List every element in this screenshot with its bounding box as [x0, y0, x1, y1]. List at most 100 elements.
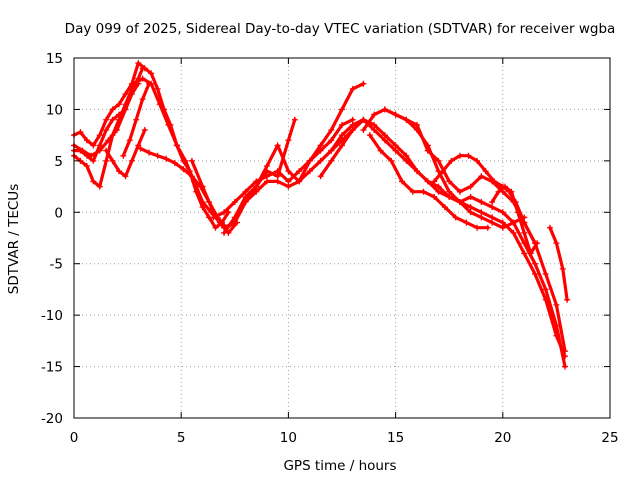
data-point [122, 173, 129, 180]
data-point [128, 91, 135, 97]
data-point [306, 157, 313, 164]
data-point [446, 188, 453, 195]
data-point [139, 65, 146, 72]
x-tick-label: 15 [387, 430, 404, 446]
data-point [441, 204, 448, 211]
data-point [456, 199, 463, 205]
data-point [392, 142, 399, 149]
data-point [263, 178, 270, 185]
data-point [274, 142, 281, 149]
data-point [381, 137, 388, 144]
data-point [317, 157, 324, 164]
data-point [456, 188, 463, 195]
data-point [296, 168, 303, 175]
data-point [414, 168, 421, 175]
data-point [508, 188, 515, 195]
data-point [317, 142, 324, 149]
data-point [510, 219, 517, 226]
data-point [474, 157, 481, 164]
data-point [253, 188, 260, 195]
data-point [274, 173, 281, 180]
data-point [212, 224, 219, 231]
data-point [456, 152, 463, 159]
data-point [501, 183, 508, 190]
data-point [199, 183, 206, 190]
data-point [435, 157, 442, 164]
data-point [478, 199, 485, 205]
x-tick-label: 25 [601, 430, 618, 446]
plot-frame [73, 57, 611, 419]
y-axis-label: SDTVAR / TECUs [6, 184, 22, 294]
data-point [96, 132, 103, 139]
data-point [306, 168, 313, 175]
y-tick-label: 15 [46, 51, 63, 67]
y-tick-label: -15 [41, 360, 63, 376]
series-arc-18 [490, 185, 539, 255]
data-point [210, 214, 217, 221]
data-point [414, 121, 421, 128]
data-point [109, 106, 116, 113]
data-point [182, 157, 189, 164]
series-arc-2 [72, 76, 239, 235]
data-point [165, 121, 172, 128]
data-point [439, 168, 446, 175]
x-tick-label: 10 [280, 430, 297, 446]
data-point [366, 132, 373, 139]
data-point [103, 127, 110, 133]
data-point [521, 250, 528, 257]
data-point [349, 116, 356, 123]
data-point [339, 121, 345, 128]
data-point [499, 219, 506, 226]
data-point [349, 85, 356, 92]
data-point [285, 183, 292, 190]
data-point [467, 209, 474, 216]
series-arc-3 [72, 66, 145, 189]
data-point [482, 168, 489, 175]
data-point [116, 116, 123, 123]
data-point [148, 70, 155, 77]
data-point [489, 199, 496, 205]
data-point [109, 157, 116, 164]
data-point [349, 127, 356, 133]
data-point [431, 193, 438, 200]
data-point [128, 157, 135, 164]
data-point [553, 301, 560, 308]
data-point [135, 60, 142, 67]
series-arc-15 [368, 133, 490, 230]
data-point [77, 129, 84, 136]
data-point [360, 116, 367, 123]
data-point [263, 163, 270, 169]
data-point [171, 159, 178, 166]
data-point [154, 85, 161, 92]
data-point [349, 121, 356, 128]
data-point [139, 96, 146, 103]
data-point [90, 157, 97, 164]
y-tick-label: 10 [46, 102, 63, 118]
data-point [491, 178, 498, 185]
data-point [489, 214, 496, 221]
data-point [221, 229, 228, 236]
data-point [328, 137, 335, 144]
data-point [90, 142, 97, 149]
data-point [231, 214, 238, 221]
data-point [465, 152, 472, 159]
data-point [403, 152, 410, 159]
y-tick-label: 5 [54, 154, 63, 170]
data-point [221, 209, 228, 216]
data-point [510, 229, 517, 236]
data-point [120, 152, 127, 159]
data-point [135, 80, 142, 87]
data-point [435, 183, 442, 190]
data-point [377, 147, 384, 154]
data-point [180, 166, 187, 173]
data-point [463, 219, 470, 226]
x-tick-label: 20 [494, 430, 511, 446]
data-series [71, 60, 571, 370]
data-point [135, 142, 142, 149]
data-point [388, 157, 395, 164]
data-point [559, 265, 566, 272]
data-point [116, 111, 123, 118]
data-point [381, 132, 388, 139]
data-point [339, 132, 345, 139]
